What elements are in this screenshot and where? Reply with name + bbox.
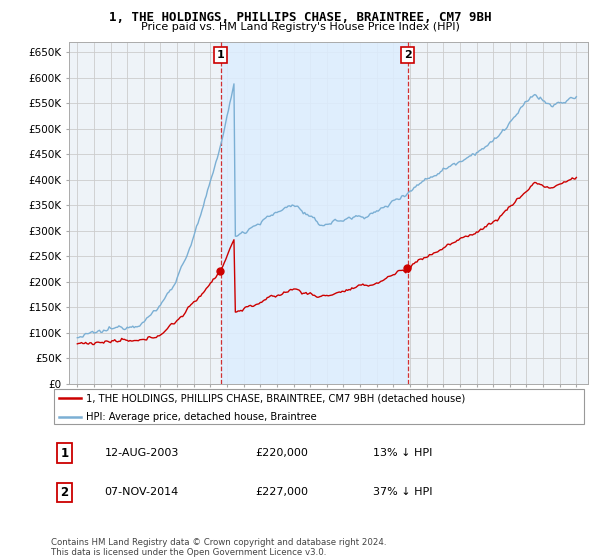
Text: 2: 2: [404, 50, 412, 60]
Text: 07-NOV-2014: 07-NOV-2014: [105, 487, 179, 497]
Text: 1: 1: [61, 447, 68, 460]
Text: Contains HM Land Registry data © Crown copyright and database right 2024.
This d: Contains HM Land Registry data © Crown c…: [51, 538, 386, 557]
Text: £227,000: £227,000: [255, 487, 308, 497]
Text: £220,000: £220,000: [255, 448, 308, 458]
Text: 1: 1: [217, 50, 224, 60]
FancyBboxPatch shape: [53, 389, 584, 424]
Text: 13% ↓ HPI: 13% ↓ HPI: [373, 448, 433, 458]
Text: 1, THE HOLDINGS, PHILLIPS CHASE, BRAINTREE, CM7 9BH: 1, THE HOLDINGS, PHILLIPS CHASE, BRAINTR…: [109, 11, 491, 24]
Text: 1, THE HOLDINGS, PHILLIPS CHASE, BRAINTREE, CM7 9BH (detached house): 1, THE HOLDINGS, PHILLIPS CHASE, BRAINTR…: [86, 393, 465, 403]
Text: 12-AUG-2003: 12-AUG-2003: [105, 448, 179, 458]
Text: HPI: Average price, detached house, Braintree: HPI: Average price, detached house, Brai…: [86, 412, 317, 422]
Text: 2: 2: [61, 486, 68, 499]
Bar: [221, 42, 407, 384]
Text: 37% ↓ HPI: 37% ↓ HPI: [373, 487, 433, 497]
Text: Price paid vs. HM Land Registry's House Price Index (HPI): Price paid vs. HM Land Registry's House …: [140, 22, 460, 32]
